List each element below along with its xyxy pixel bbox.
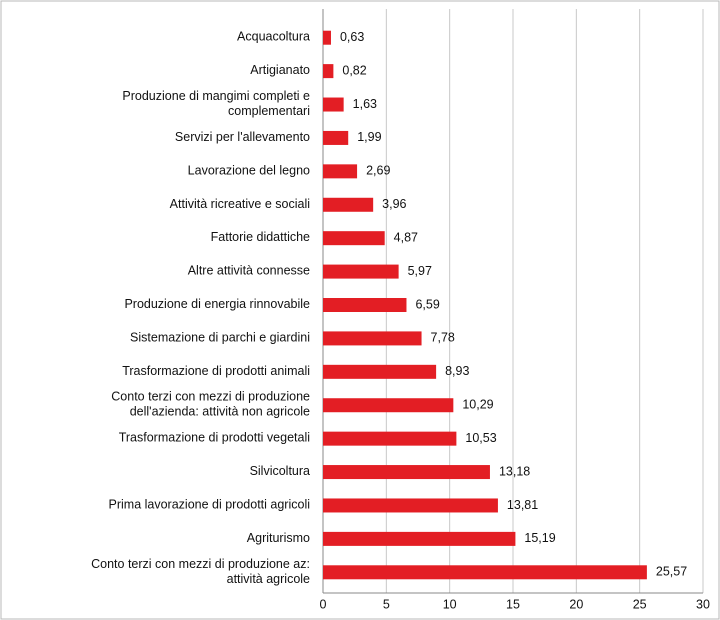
value-label: 15,19 [524, 531, 555, 545]
x-tick-label: 10 [443, 597, 457, 611]
value-label: 10,29 [462, 398, 493, 412]
bar [323, 164, 358, 179]
x-tick-label: 20 [569, 597, 583, 611]
bar [323, 130, 349, 145]
y-tick-label: Prima lavorazione di prodotti agricoli [109, 498, 310, 512]
value-label: 2,69 [366, 164, 390, 178]
bar [323, 97, 344, 112]
bar [323, 64, 334, 79]
bar [323, 498, 498, 513]
bar [323, 565, 647, 580]
value-label: 13,18 [499, 464, 530, 478]
y-tick-label: Artigianato [250, 63, 310, 77]
y-tick-label: Conto terzi con mezzi di produzione az: a… [91, 557, 310, 586]
y-tick-label: Altre attività connesse [188, 264, 310, 278]
value-label: 1,63 [353, 97, 377, 111]
y-tick-label: Agriturismo [247, 531, 310, 545]
x-tick-label: 15 [506, 597, 520, 611]
value-label: 3,96 [382, 197, 406, 211]
value-label: 0,82 [342, 63, 366, 77]
bar [323, 465, 490, 480]
bar [323, 331, 422, 346]
y-tick-label: Trasformazione di prodotti animali [122, 364, 310, 378]
x-tick-label: 5 [383, 597, 390, 611]
value-label: 25,57 [656, 565, 687, 579]
bar [323, 364, 437, 379]
y-tick-label: Acquacoltura [237, 30, 310, 44]
bar [323, 531, 516, 546]
value-label: 4,87 [394, 230, 418, 244]
value-label: 0,63 [340, 30, 364, 44]
value-label: 7,78 [431, 331, 455, 345]
bar [323, 298, 407, 312]
x-tick-label: 25 [633, 597, 647, 611]
y-tick-label: Produzione di mangimi completi e compleme… [122, 89, 310, 118]
value-label: 10,53 [465, 431, 496, 445]
x-tick-label: 30 [696, 597, 710, 611]
y-tick-label: Silvicoltura [250, 464, 310, 478]
bar [323, 431, 457, 446]
value-label: 8,93 [445, 364, 469, 378]
bar [323, 30, 331, 45]
value-label: 6,59 [415, 297, 439, 311]
bar [323, 231, 385, 246]
y-tick-label: Trasformazione di prodotti vegetali [119, 431, 310, 445]
y-tick-label: Servizi per l'allevamento [175, 130, 310, 144]
bar [323, 398, 454, 413]
bar [323, 264, 399, 279]
value-label: 5,97 [408, 264, 432, 278]
bar [323, 197, 374, 212]
y-tick-label: Attività ricreative e sociali [170, 197, 310, 211]
y-tick-label: Produzione di energia rinnovabile [124, 297, 310, 311]
y-tick-label: Conto terzi con mezzi di produzione dell'… [111, 390, 310, 419]
y-tick-label: Sistemazione di parchi e giardini [130, 331, 310, 345]
value-label: 13,81 [507, 498, 538, 512]
y-tick-label: Fattorie didattiche [211, 230, 310, 244]
value-label: 1,99 [357, 130, 381, 144]
y-tick-label: Lavorazione del legno [188, 164, 310, 178]
x-tick-label: 0 [320, 597, 327, 611]
